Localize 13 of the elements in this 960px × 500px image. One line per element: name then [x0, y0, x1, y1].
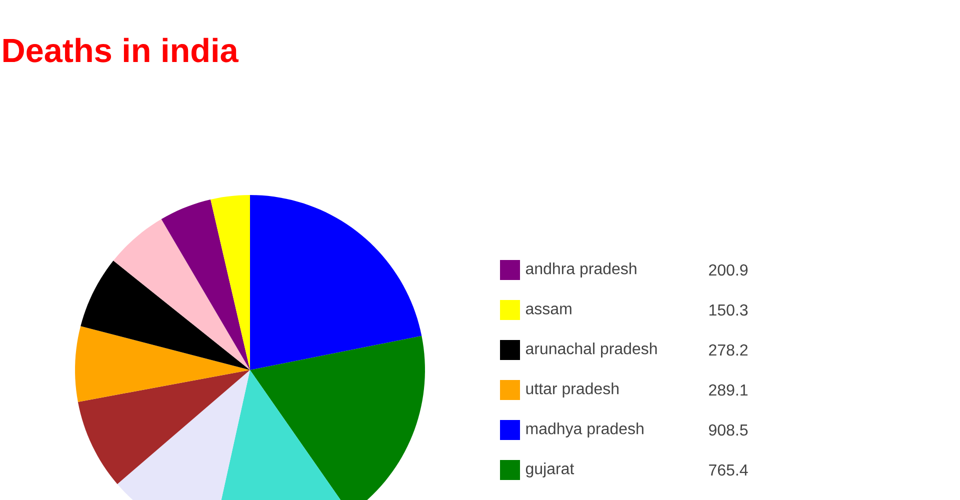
- data-label: 765.4: [709, 464, 748, 476]
- data-label: 908.5: [709, 424, 748, 436]
- chart-title: Deaths in india: [4, 38, 239, 62]
- legend-label: uttar pradesh: [526, 382, 618, 398]
- legend-label: madhya pradesh: [526, 422, 644, 438]
- data-label: 150.3: [709, 304, 748, 316]
- legend-label: assam: [526, 306, 572, 314]
- data-label: 278.2: [709, 344, 748, 356]
- legend-label: arunachal pradesh: [526, 342, 657, 358]
- data-label: 289.1: [709, 384, 748, 396]
- data-label: 200.9: [709, 264, 748, 276]
- legend-label: andhra pradesh: [526, 262, 636, 278]
- legend-label: gujarat: [526, 462, 574, 478]
